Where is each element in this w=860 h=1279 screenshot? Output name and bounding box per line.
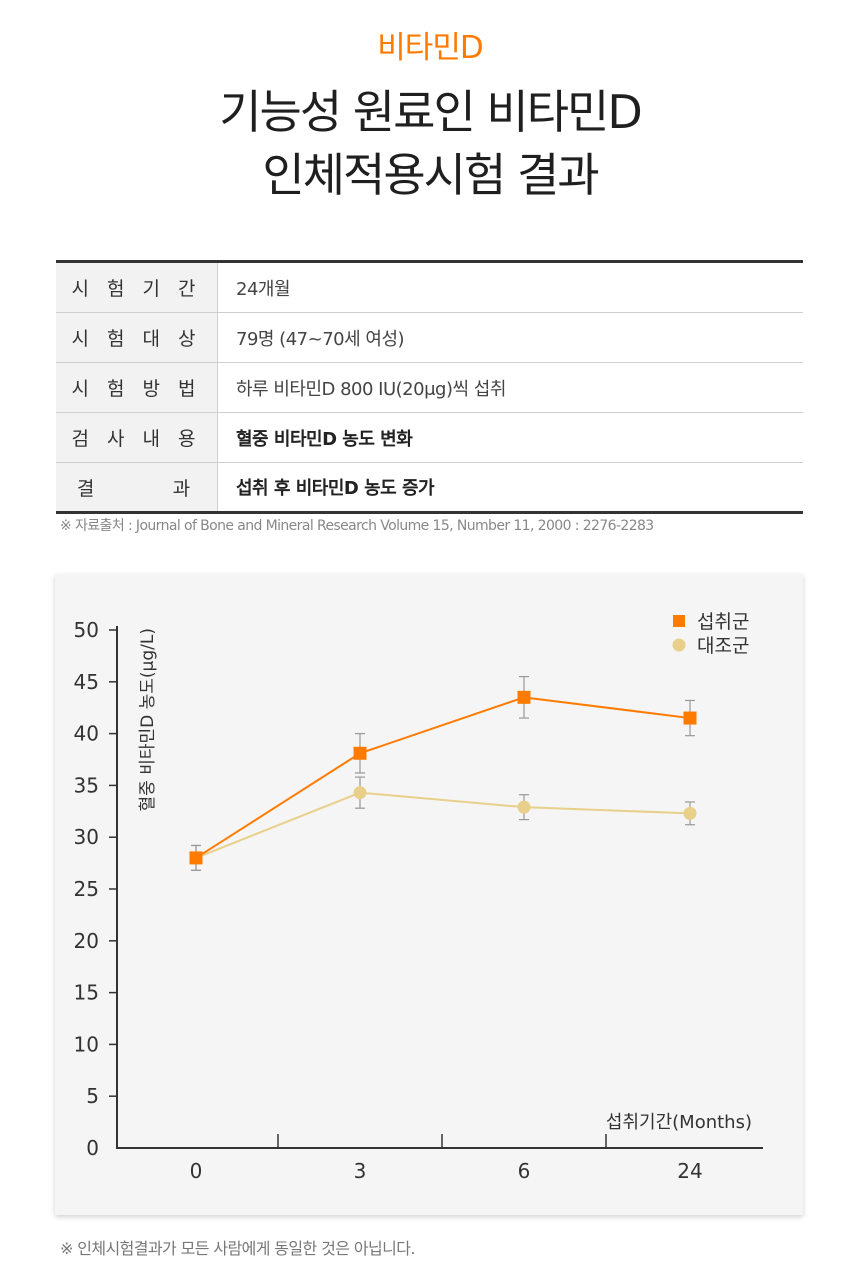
source-note: ※ 자료출처 : Journal of Bone and Mineral Res…: [60, 518, 654, 534]
row-value: 하루 비타민D 800 IU(20μg)씩 섭취: [236, 378, 506, 400]
data-point: [683, 711, 697, 725]
chart-card: 0 5 10 15 20 25 30 35 40 45 50 0 3 6 24 혈중 비타민D 농도(μg/L…: [55, 574, 803, 1215]
x-axis-label: 섭취기간(Months): [606, 1112, 752, 1133]
data-point: [517, 800, 531, 814]
y-tick-label: 25: [74, 877, 99, 901]
data-point: [517, 690, 531, 704]
y-tick-label: 35: [74, 773, 99, 797]
footnote: ※ 인체시험결과가 모든 사람에게 동일한 것은 아닙니다.: [60, 1239, 415, 1258]
row-value: 79명 (47~70세 여성): [236, 328, 405, 350]
y-tick-label: 10: [74, 1032, 99, 1056]
row-value: 혈중 비타민D 농도 변화: [236, 428, 413, 450]
table-row: 시 험 방 법 하루 비타민D 800 IU(20μg)씩 섭취: [56, 363, 803, 413]
info-table: 시 험 기 간 24개월 시 험 대 상 79명 (47~70세 여성) 시 험…: [56, 260, 803, 514]
y-tick-label: 5: [86, 1084, 99, 1108]
y-axis-label: 혈중 비타민D 농도(μg/L): [138, 628, 158, 811]
headline-line-1: 기능성 원료인 비타민D: [219, 85, 643, 139]
table-row: 결 과 섭취 후 비타민D 농도 증가: [56, 463, 803, 511]
data-point: [353, 786, 367, 800]
series-line-대조군: [195, 791, 691, 859]
line-chart: 0 5 10 15 20 25 30 35 40 45 50 0 3 6 24 혈중 비타민D 농도(μg/L…: [74, 611, 763, 1183]
legend-label: 섭취군: [697, 611, 749, 633]
row-label: 결 과: [56, 463, 218, 511]
y-tick-label: 30: [74, 825, 99, 849]
y-tick-label: 20: [74, 929, 99, 953]
headline-line-2: 인체적용시험 결과: [262, 148, 599, 202]
row-label: 시 험 방 법: [56, 363, 218, 412]
table-row: 검 사 내 용 혈중 비타민D 농도 변화: [56, 413, 803, 463]
legend-marker: [673, 615, 685, 627]
table-row: 시 험 기 간 24개월: [56, 263, 803, 313]
y-tick-label: 50: [74, 618, 99, 642]
row-label: 시 험 기 간: [56, 263, 218, 312]
data-point: [353, 746, 367, 760]
x-tick-label: 24: [677, 1159, 702, 1183]
y-tick-label: 0: [86, 1136, 99, 1160]
data-point: [683, 806, 697, 820]
y-tick-label: 15: [74, 981, 99, 1005]
legend-marker: [672, 638, 686, 652]
y-tick-label: 45: [74, 670, 99, 694]
row-label: 시 험 대 상: [56, 313, 218, 362]
row-value: 24개월: [236, 278, 291, 300]
row-label: 검 사 내 용: [56, 413, 218, 462]
table-row: 시 험 대 상 79명 (47~70세 여성): [56, 313, 803, 363]
y-tick-label: 40: [74, 722, 99, 746]
eyebrow-title: 비타민D: [377, 30, 483, 66]
legend-label: 대조군: [697, 635, 749, 657]
x-tick-label: 3: [354, 1159, 367, 1183]
x-tick-label: 6: [518, 1159, 531, 1183]
x-tick-label: 0: [190, 1159, 203, 1183]
series-line-섭취군: [195, 696, 691, 859]
data-point: [189, 851, 203, 865]
row-value: 섭취 후 비타민D 농도 증가: [236, 478, 435, 499]
